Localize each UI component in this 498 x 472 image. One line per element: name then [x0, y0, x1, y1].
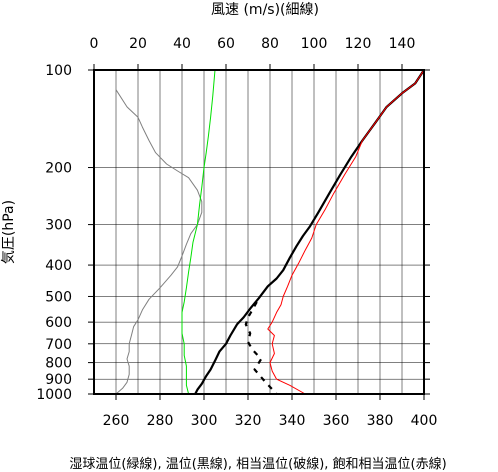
y-axis-title: 気圧(hPa)	[1, 200, 17, 264]
x-top-tick-label: 80	[261, 36, 279, 52]
tick-labels: 260 280 300 320 340 360 380 400 0 20 40 60 80 100 120 1…	[36, 36, 437, 429]
y-tick-label: 900	[45, 372, 72, 388]
y-tick-label: 100	[45, 63, 72, 79]
x-bottom-tick-label: 260	[103, 413, 130, 429]
bottom-axis-title: 湿球温位(緑線), 温位(黒線), 相当温位(破線), 飽和相当温位(赤線)	[69, 456, 446, 472]
x-top-tick-label: 120	[345, 36, 372, 52]
x-top-tick-label: 0	[90, 36, 99, 52]
y-tick-label: 700	[45, 337, 72, 353]
top-axis-title: 風速 (m/s)(細線)	[211, 2, 319, 18]
y-tick-label: 200	[45, 161, 72, 177]
x-top-tick-label: 20	[129, 36, 147, 52]
x-bottom-tick-label: 360	[323, 413, 350, 429]
x-bottom-tick-label: 340	[279, 413, 306, 429]
plot-frame	[93, 69, 425, 395]
x-top-tick-label: 60	[217, 36, 235, 52]
y-tick-label: 1000	[36, 387, 72, 403]
y-tick-label: 300	[45, 218, 72, 234]
x-bottom-tick-label: 400	[411, 413, 438, 429]
x-top-tick-label: 140	[389, 36, 416, 52]
y-tick-label: 400	[45, 258, 72, 274]
grid	[93, 69, 425, 395]
x-bottom-tick-label: 300	[191, 413, 218, 429]
saturated-equivalent-potential-temperature-line	[267, 69, 425, 395]
wet-bulb-potential-temperature-line	[181, 69, 216, 395]
ticks	[88, 64, 430, 400]
x-bottom-tick-label: 380	[367, 413, 394, 429]
x-top-tick-label: 100	[301, 36, 328, 52]
equivalent-potential-temperature-line	[244, 301, 278, 395]
y-tick-label: 600	[45, 315, 72, 331]
plot-lines	[115, 69, 425, 395]
x-bottom-tick-label: 320	[235, 413, 262, 429]
potential-temperature-line	[194, 69, 425, 395]
x-bottom-tick-label: 280	[147, 413, 174, 429]
x-top-tick-label: 40	[173, 36, 191, 52]
wind-speed-line	[115, 70, 203, 395]
y-tick-label: 800	[45, 356, 72, 372]
y-tick-label: 500	[45, 289, 72, 305]
